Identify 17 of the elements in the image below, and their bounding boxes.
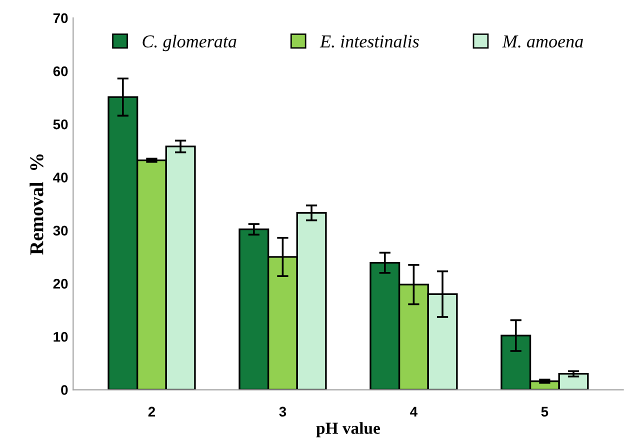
y-tick-label: 0 [61, 385, 68, 395]
y-tick-label: 40 [53, 172, 68, 182]
y-tick-label: 60 [53, 66, 68, 76]
x-tick-label: 5 [541, 406, 548, 417]
y-tick-label: 30 [53, 226, 68, 236]
x-tick-label: 3 [279, 406, 286, 417]
legend-label: M. amoena [502, 36, 583, 48]
x-axis-title: pH value [316, 422, 380, 438]
y-axis-title: Removal % [30, 154, 44, 255]
y-tick-label: 50 [53, 119, 68, 130]
x-tick-label: 4 [410, 406, 418, 416]
legend-label: E. intestinalis [320, 34, 419, 48]
y-tick-label: 70 [53, 13, 68, 24]
x-tick-label: 2 [148, 406, 156, 416]
legend-label: C. glomerata [142, 34, 236, 52]
y-tick-label: 20 [53, 278, 68, 289]
y-tick-label: 10 [54, 332, 68, 342]
